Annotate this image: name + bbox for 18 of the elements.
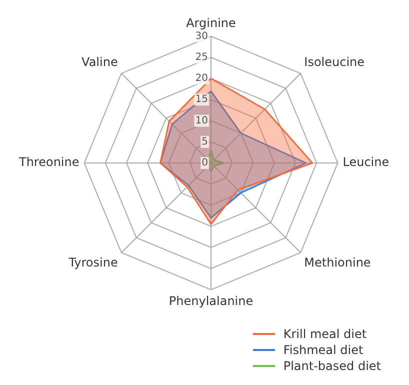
spoke-label: Isoleucine <box>304 54 365 69</box>
y-tick-label: 30 <box>195 30 208 42</box>
spoke-label: Tyrosine <box>68 255 118 270</box>
y-tick-label: 0 <box>202 158 208 169</box>
spoke-label: Phenylalanine <box>168 294 254 308</box>
y-tick-label: 15 <box>195 94 208 106</box>
y-tick-label: 20 <box>195 73 208 84</box>
spoke-label: Threonine <box>18 155 80 170</box>
spoke-label: Leucine <box>342 155 390 170</box>
legend-label: Fishmeal diet <box>283 343 364 357</box>
spoke-label: Arginine <box>186 16 236 30</box>
spoke-label: Valine <box>82 54 118 69</box>
y-tick-label: 25 <box>195 52 208 63</box>
legend-label: Plant-based diet <box>283 359 381 373</box>
spoke-label: Methionine <box>304 255 371 270</box>
y-tick-label: 10 <box>195 115 208 126</box>
y-tick-label: 5 <box>202 136 208 148</box>
legend-label: Krill meal diet <box>283 327 367 341</box>
